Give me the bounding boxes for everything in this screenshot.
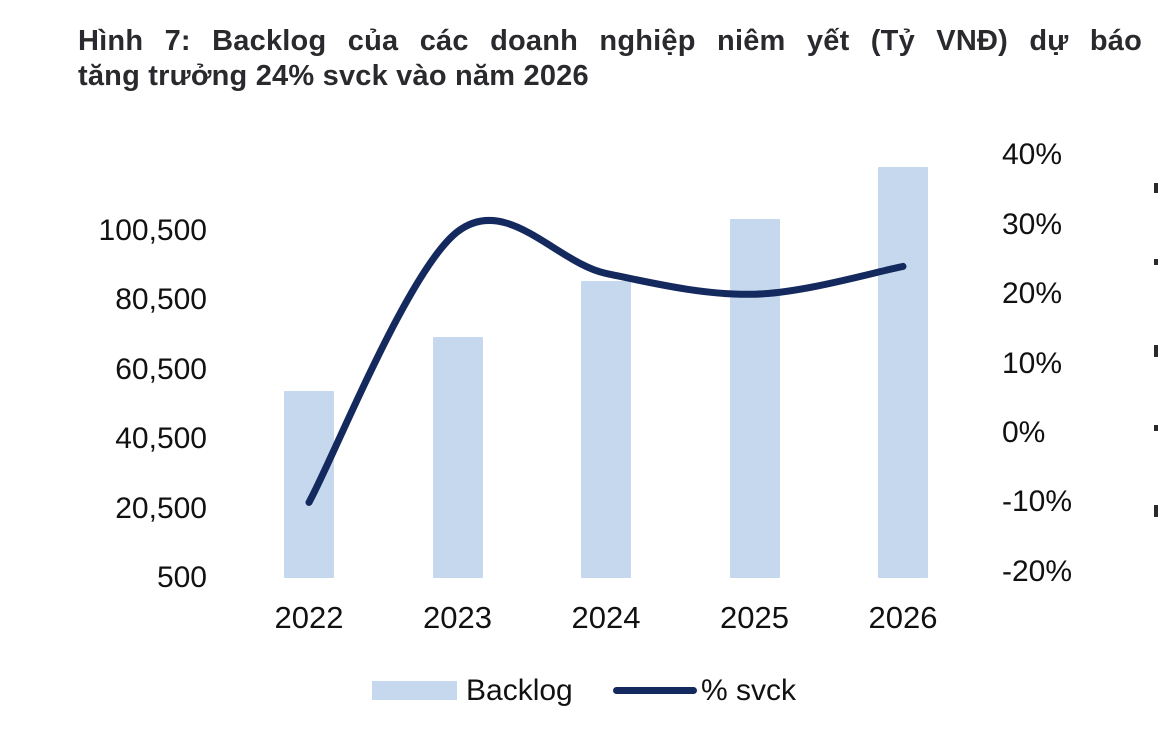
left-axis-tick: 100,500 <box>98 214 207 247</box>
legend-svck-label: % svck <box>701 674 797 707</box>
x-axis-label-2023: 2023 <box>423 600 492 635</box>
right-axis-tick: 30% <box>1002 207 1063 241</box>
clipped-edge-artifact <box>1154 505 1158 517</box>
legend-backlog-swatch <box>372 681 457 700</box>
left-axis-tick: 80,500 <box>115 283 207 317</box>
x-axis-label-2024: 2024 <box>571 600 641 635</box>
left-axis-tick: 60,500 <box>115 352 207 386</box>
right-axis-tick: 0% <box>1002 416 1046 449</box>
legend-backlog-label: Backlog <box>466 674 573 707</box>
clipped-edge-artifact <box>1154 183 1158 193</box>
legend-svck-line-swatch <box>613 687 697 694</box>
backlog-bar-2025 <box>729 218 780 578</box>
right-axis-tick: 20% <box>1002 277 1063 311</box>
backlog-bar-2024 <box>581 281 631 578</box>
left-axis-tick: 500 <box>156 561 207 594</box>
clipped-edge-artifact <box>1154 259 1158 265</box>
x-axis-label-2026: 2026 <box>868 600 938 635</box>
figure-title-line1: Hình 7: Backlog của các doanh nghiệp niê… <box>78 25 1142 57</box>
clipped-edge-artifact <box>1154 345 1158 357</box>
backlog-bar-2026 <box>878 166 928 578</box>
right-axis-tick: -10% <box>1002 485 1073 519</box>
x-axis-label-2022: 2022 <box>274 600 344 635</box>
left-axis-tick: 40,500 <box>115 422 207 456</box>
right-axis-tick: 10% <box>1002 346 1063 380</box>
right-axis-tick: 40% <box>1002 138 1063 172</box>
figure-title: Hình 7: Backlog của các doanh nghiệp niê… <box>78 24 1142 94</box>
left-axis-tick: 20,500 <box>115 491 207 525</box>
right-axis-tick: -20% <box>1002 554 1073 588</box>
figure-title-line2: tăng trưởng 24% svck vào năm 2026 <box>78 60 589 92</box>
backlog-bar-2022 <box>284 390 334 578</box>
clipped-edge-artifact <box>1154 425 1158 431</box>
x-axis-label-2025: 2025 <box>720 600 789 635</box>
backlog-bar-2023 <box>432 336 483 578</box>
